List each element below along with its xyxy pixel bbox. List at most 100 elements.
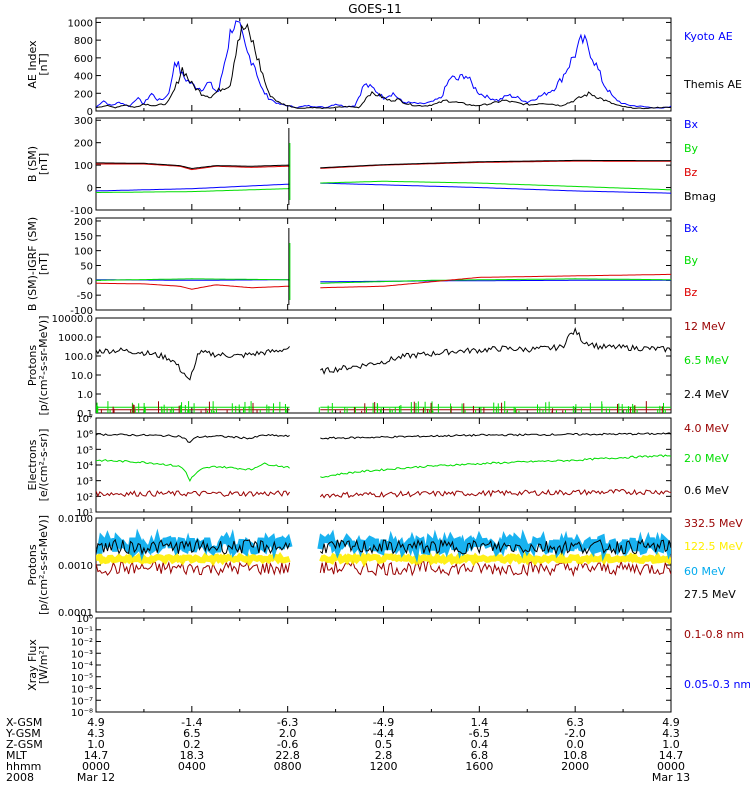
y-axis-label: B (SM)-IGRF (SM)[nT] [26, 217, 50, 311]
x-axis-cell: -1.4 [181, 716, 202, 729]
series-line-2-4-mev [96, 326, 671, 381]
x-axis-cell: 0000 [82, 760, 110, 773]
series-group [96, 228, 671, 305]
panel-frame [95, 417, 672, 513]
x-axis-cell: 10.8 [563, 749, 588, 762]
y-tick-label: 200 [74, 139, 93, 150]
y-tick-label: 800 [74, 36, 93, 47]
legend-entry: 0.1-0.8 nm [684, 628, 744, 641]
chart-title: GOES-11 [348, 2, 402, 16]
x-axis-cell: 1.4 [471, 716, 489, 729]
x-axis-row-label: hhmm [6, 760, 41, 773]
legend-entry: Bx [684, 118, 699, 131]
y-axis-label-line: [nT] [37, 253, 50, 275]
y-axis-label: Electrons[e/(cm²-s-sr)] [26, 429, 50, 502]
x-axis-cell: -4.9 [373, 716, 394, 729]
x-axis-cell: 0.0 [566, 738, 584, 751]
y-axis-label-line: Protons [26, 544, 39, 585]
legend-entry: By [684, 254, 699, 267]
x-axis-cell: 0.2 [183, 738, 201, 751]
y-tick-label: 10⁻⁴ [71, 661, 93, 672]
y-axis-label-line: Xray Flux [26, 639, 39, 691]
y-axis-label-line: [p/(cm²-s-sr-MeV)] [37, 316, 50, 416]
x-axis-row-label: X-GSM [6, 716, 42, 729]
legend-entry: 4.0 MeV [684, 422, 729, 435]
y-tick-label: 0.0001 [58, 608, 93, 619]
y-tick-label: 10⁵ [76, 445, 93, 456]
x-axis-cell: 4.9 [662, 716, 680, 729]
y-tick-label: -100 [70, 206, 93, 217]
series-line-bz [96, 160, 671, 171]
y-tick-label: 10⁻⁵ [71, 673, 93, 684]
x-axis-cell: -6.3 [277, 716, 298, 729]
y-tick-label: 10⁴ [76, 461, 93, 472]
x-axis-cell: 18.3 [180, 749, 205, 762]
series-line-60-mev [96, 528, 671, 563]
y-tick-label: -100 [70, 306, 93, 317]
x-axis-cell: 14.7 [659, 749, 684, 762]
y-tick-label: 100 [74, 161, 93, 172]
y-axis-label: Protons[p/(cm²-s-sr-MeV)] [26, 515, 50, 615]
panel-5: 10¹ 10² 10³ 10⁴ 10⁵ 10⁶ 10⁷ Electrons[e/(cm²-s-… [26, 414, 729, 519]
y-tick-label: 300 [74, 116, 93, 127]
series-line-by [96, 278, 671, 284]
x-axis-row-label: 2008 [6, 771, 34, 784]
y-axis-label: Xray Flux[W/m²] [26, 639, 50, 691]
y-tick-label: 1.0 [77, 390, 93, 401]
x-axis-cell: 6.8 [471, 749, 489, 762]
y-tick-label: 400 [74, 72, 93, 83]
y-tick-label: 0 [87, 276, 93, 287]
legend-entry: Themis AE [683, 78, 742, 91]
x-axis-cell: 22.8 [275, 749, 300, 762]
y-tick-label: 10⁰ [76, 614, 93, 625]
y-tick-label: 10⁻⁶ [71, 685, 93, 696]
x-axis-cell: 0000 [657, 760, 685, 773]
y-tick-label: 10⁶ [76, 430, 93, 441]
x-axis-cell: 6.5 [183, 727, 201, 740]
y-tick-label: 10⁻⁷ [71, 696, 93, 707]
y-tick-label: 150 [74, 232, 93, 243]
x-axis-cell: 4.3 [87, 727, 105, 740]
legend-entry: 0.05-0.3 nm [684, 678, 750, 691]
y-tick-label: 10² [76, 492, 93, 503]
x-axis-cell: 1200 [370, 760, 398, 773]
legend-entry: 6.5 MeV [684, 354, 729, 367]
series-line-bx [96, 182, 671, 194]
series-line-4-0-mev [96, 488, 671, 499]
y-tick-label: 200 [74, 89, 93, 100]
y-axis-label-line: [p/(cm²-s-sr-MeV)] [37, 515, 50, 615]
y-axis-label-line: B (SM) [26, 146, 39, 182]
y-axis-label-line: [W/m²] [37, 646, 50, 684]
y-tick-label: 0 [87, 107, 93, 118]
x-axis-cell: -4.4 [373, 727, 394, 740]
y-axis-label: Protons[p/(cm²-s-sr-MeV)] [26, 316, 50, 416]
y-axis-label-line: [e/(cm²-s-sr)] [37, 429, 50, 502]
legend-entry: 12 MeV [684, 320, 726, 333]
series-line-themis-ae [96, 23, 671, 110]
y-axis-label-line: Protons [26, 345, 39, 386]
y-tick-label: 10⁻¹ [71, 626, 93, 637]
y-tick-label: 0.0010 [58, 561, 93, 572]
x-axis-cell: 0400 [178, 760, 206, 773]
y-tick-label: 10⁻⁸ [71, 708, 93, 719]
x-axis-cell: Mar 13 [652, 771, 690, 784]
y-tick-label: -50 [77, 291, 93, 302]
panel-frame [95, 217, 672, 311]
panel-frame [95, 617, 672, 713]
series-group [96, 528, 671, 577]
x-axis-cell: 6.3 [566, 716, 584, 729]
legend-entry: 27.5 MeV [684, 588, 736, 601]
x-axis-cell: -0.6 [277, 738, 298, 751]
y-tick-label: 200 [74, 217, 93, 228]
legend-entry: By [684, 142, 699, 155]
series-line-2-0-mev [96, 454, 671, 483]
series-group [96, 128, 671, 205]
panel-1: 0 200 400 600 800 1000 AE Index[nT] Kyoto AE The… [26, 17, 742, 118]
x-axis-row-label: MLT [6, 749, 27, 762]
x-axis-cell: 4.9 [87, 716, 105, 729]
y-tick-label: 10¹ [76, 508, 93, 519]
y-tick-label: 10.0 [71, 371, 93, 382]
series-line-122-5-mev [96, 550, 671, 568]
